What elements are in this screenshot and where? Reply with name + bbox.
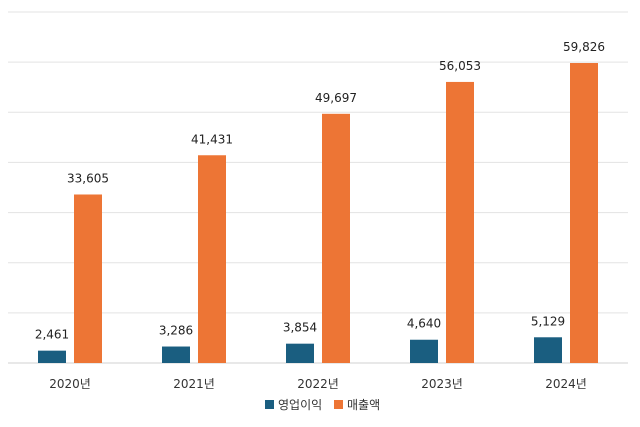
legend-swatch-operating-profit: [265, 400, 274, 409]
data-label-operating-profit-3: 4,640: [407, 317, 441, 331]
bar-revenue-2: [322, 113, 350, 363]
legend-label-revenue: 매출액: [347, 398, 380, 412]
bar-operating-profit-1: [162, 346, 190, 363]
data-label-revenue-4: 59,826: [563, 40, 605, 54]
data-label-revenue-0: 33,605: [67, 171, 109, 185]
data-label-operating-profit-1: 3,286: [159, 324, 193, 338]
data-label-operating-profit-0: 2,461: [35, 328, 69, 342]
bar-revenue-0: [74, 194, 102, 363]
bar-revenue-4: [570, 63, 598, 363]
bar-operating-profit-3: [410, 339, 438, 363]
data-label-revenue-1: 41,431: [191, 132, 233, 146]
data-label-operating-profit-4: 5,129: [531, 314, 565, 328]
x-tick-label-2: 2022년: [297, 377, 339, 391]
legend-swatch-revenue: [334, 400, 343, 409]
x-tick-label-3: 2023년: [421, 377, 463, 391]
data-labels: 2,461 33,605 3,286 41,431 3,854 49,697 4,640 56…: [35, 40, 605, 342]
legend: 영업이익 매출액: [265, 398, 380, 412]
bar-revenue-3: [446, 81, 474, 364]
x-tick-label-1: 2021년: [173, 377, 215, 391]
x-tick-label-0: 2020년: [49, 377, 91, 391]
bar-operating-profit-0: [38, 350, 66, 363]
data-label-revenue-2: 49,697: [315, 91, 357, 105]
data-label-revenue-3: 56,053: [439, 59, 481, 73]
data-label-operating-profit-2: 3,854: [283, 321, 317, 335]
x-tick-label-4: 2024년: [545, 377, 587, 391]
bars: [38, 63, 598, 364]
bar-operating-profit-4: [534, 337, 562, 363]
x-axis-ticks: 2020년 2021년 2022년 2023년 2024년: [49, 377, 587, 391]
gridlines: [8, 11, 628, 364]
bar-operating-profit-2: [286, 343, 314, 363]
bar-revenue-1: [198, 155, 226, 363]
legend-label-operating-profit: 영업이익: [278, 398, 322, 412]
